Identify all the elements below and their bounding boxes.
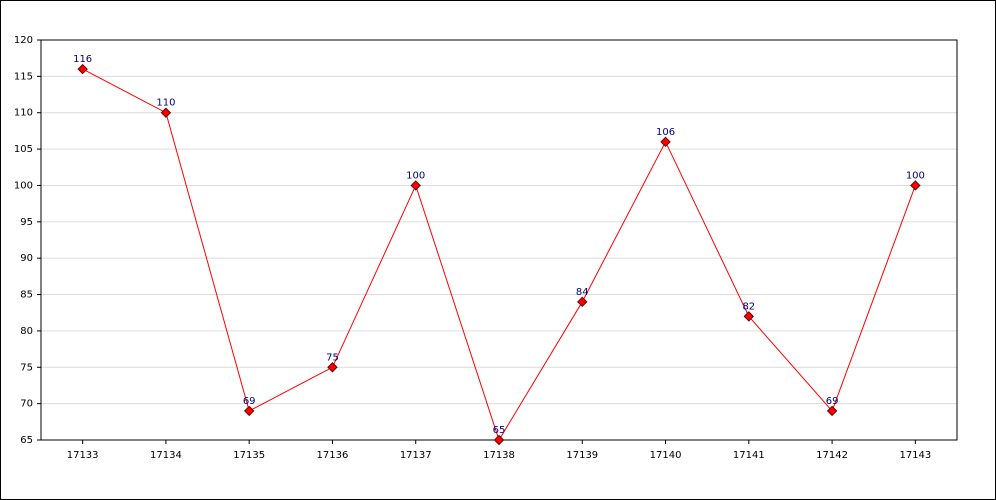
- data-marker: [743, 311, 755, 322]
- y-tick-label: 65: [20, 435, 33, 446]
- data-label: 106: [656, 127, 675, 138]
- x-tick-label: 17138: [483, 450, 515, 461]
- x-tick-label: 17133: [67, 450, 99, 461]
- data-label: 84: [576, 287, 589, 298]
- data-marker: [660, 136, 671, 148]
- x-tick-label: 17143: [899, 450, 931, 461]
- data-label: 100: [406, 170, 425, 181]
- data-label: 82: [742, 301, 755, 312]
- data-marker: [160, 107, 172, 118]
- data-marker: [910, 180, 921, 191]
- y-tick-label: 115: [14, 71, 33, 82]
- y-tick-label: 95: [20, 217, 33, 228]
- data-marker: [577, 296, 588, 308]
- y-tick-label: 100: [14, 180, 33, 191]
- y-tick-label: 120: [14, 35, 33, 46]
- data-label: 75: [326, 352, 339, 363]
- data-label: 65: [493, 425, 506, 436]
- data-label: 116: [73, 54, 92, 65]
- x-tick-label: 17135: [233, 450, 265, 461]
- data-label: 110: [156, 98, 175, 109]
- data-marker: [826, 405, 838, 417]
- y-tick-label: 80: [20, 326, 33, 337]
- data-marker: [493, 434, 505, 446]
- x-tick-label: 17141: [733, 450, 765, 461]
- y-tick-label: 70: [20, 399, 33, 410]
- x-tick-label: 17139: [566, 450, 598, 461]
- y-tick-label: 75: [20, 362, 33, 373]
- data-label: 69: [243, 396, 256, 407]
- x-tick-label: 17137: [400, 450, 432, 461]
- data-marker: [410, 180, 421, 191]
- x-tick-label: 17140: [650, 450, 682, 461]
- x-tick-label: 17136: [317, 450, 349, 461]
- data-marker: [77, 63, 88, 75]
- data-marker: [327, 362, 338, 373]
- x-tick-label: 17134: [150, 450, 182, 461]
- y-tick-label: 85: [20, 290, 33, 301]
- data-label: 100: [906, 170, 925, 181]
- data-label: 69: [826, 396, 839, 407]
- y-tick-label: 90: [20, 253, 33, 264]
- y-tick-label: 105: [14, 144, 33, 155]
- x-tick-label: 17142: [816, 450, 848, 461]
- y-tick-label: 110: [14, 108, 33, 119]
- data-marker: [243, 405, 255, 417]
